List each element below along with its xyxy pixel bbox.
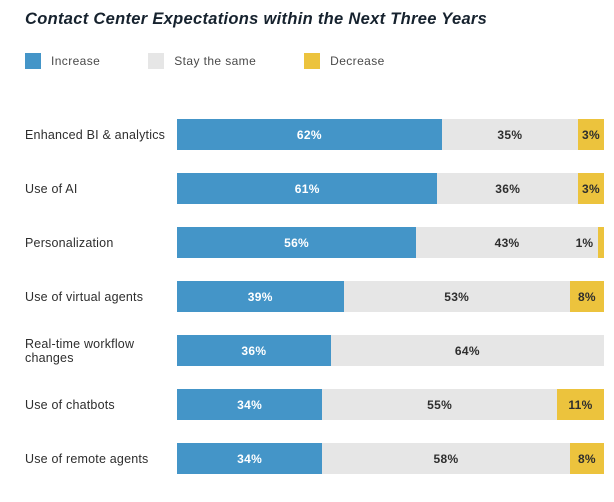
chart-legend: Increase Stay the same Decrease — [25, 53, 614, 69]
segment-value: 36% — [241, 343, 267, 358]
increase-segment: 39% — [177, 281, 344, 312]
segment-value: 56% — [284, 235, 310, 250]
segment-value: 11% — [568, 397, 593, 412]
stacked-bar: 56% 43% 1% — [177, 227, 604, 258]
segment-value: 55% — [427, 397, 453, 412]
category-label: Use of remote agents — [25, 451, 149, 466]
increase-segment: 62% — [177, 119, 442, 150]
segment-value: 35% — [497, 127, 523, 142]
stay-same-segment: 53% — [343, 281, 570, 312]
legend-label: Increase — [51, 54, 101, 68]
increase-segment: 36% — [177, 335, 331, 366]
decrease-segment: 3% — [578, 119, 604, 150]
decrease-segment: 8% — [569, 443, 604, 474]
segment-value: 61% — [294, 181, 320, 196]
category-label: Use of chatbots — [25, 397, 115, 412]
bar-row: Use of virtual agents 39% 53% 8% — [0, 281, 614, 312]
segment-value: 3% — [582, 181, 600, 196]
legend-swatch — [304, 53, 321, 69]
bar-row: Use of chatbots 34% 55% 11% — [0, 389, 614, 420]
segment-value: 62% — [296, 127, 322, 142]
stay-same-segment: 35% — [441, 119, 578, 150]
stacked-bar: 36% 64% — [177, 335, 604, 366]
segment-value: 39% — [247, 289, 273, 304]
category-label: Personalization — [25, 235, 114, 250]
legend-label: Decrease — [330, 54, 385, 68]
legend-item: Decrease — [304, 53, 385, 69]
chart-title: Contact Center Expectations within the N… — [25, 10, 488, 28]
segment-value: 1% — [575, 235, 593, 250]
legend-label: Stay the same — [174, 54, 257, 68]
stay-same-segment: 64% — [330, 335, 604, 366]
bar-rows: Enhanced BI & analytics 62% 35% 3% Use of AI… — [0, 119, 614, 474]
increase-segment: 34% — [177, 389, 323, 420]
increase-segment: 61% — [177, 173, 438, 204]
increase-segment: 56% — [177, 227, 417, 258]
category-label: Enhanced BI & analytics — [25, 127, 166, 142]
category-label: Use of virtual agents — [25, 289, 144, 304]
stay-same-segment: 55% — [322, 389, 558, 420]
decrease-segment: 3% — [578, 173, 604, 204]
segment-value: 36% — [495, 181, 521, 196]
stacked-bar: 61% 36% 3% — [177, 173, 604, 204]
category-label: Real-time workflow changes — [25, 336, 135, 365]
decrease-segment: 8% — [569, 281, 604, 312]
legend-swatch — [148, 53, 165, 69]
segment-value: 34% — [237, 397, 263, 412]
stay-same-segment: 43% 1% — [416, 227, 598, 258]
legend-item: Stay the same — [148, 53, 256, 69]
stacked-bar: 39% 53% 8% — [177, 281, 604, 312]
segment-value: 3% — [582, 127, 600, 142]
bar-row: Use of AI 61% 36% 3% — [0, 173, 614, 204]
segment-value: 34% — [237, 451, 263, 466]
increase-segment: 34% — [177, 443, 323, 474]
segment-value: 43% — [494, 235, 520, 250]
bar-row: Personalization 56% 43% 1% — [0, 227, 614, 258]
segment-value: 8% — [577, 289, 596, 304]
bar-row: Use of remote agents 34% 58% 8% — [0, 443, 614, 474]
stacked-bar: 34% 58% 8% — [177, 443, 604, 474]
bar-row: Real-time workflow changes 36% 64% — [0, 335, 614, 366]
stay-same-segment: 36% — [437, 173, 578, 204]
segment-value: 58% — [433, 451, 459, 466]
bar-row: Enhanced BI & analytics 62% 35% 3% — [0, 119, 614, 150]
stay-same-segment: 58% — [322, 443, 570, 474]
stacked-bar: 34% 55% 11% — [177, 389, 604, 420]
decrease-segment: 11% — [557, 389, 604, 420]
category-label: Use of AI — [25, 181, 78, 196]
segment-value: 8% — [577, 451, 596, 466]
legend-item: Increase — [25, 53, 100, 69]
stacked-bar: 62% 35% 3% — [177, 119, 604, 150]
legend-swatch — [25, 53, 41, 69]
decrease-segment — [598, 227, 604, 258]
segment-value: 64% — [454, 343, 480, 358]
segment-value: 53% — [444, 289, 470, 304]
